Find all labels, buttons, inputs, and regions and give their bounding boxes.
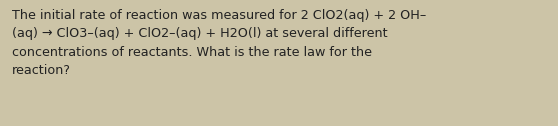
Text: The initial rate of reaction was measured for 2 ClO2(aq) + 2 OH–
(aq) → ClO3–(aq: The initial rate of reaction was measure… [12, 9, 426, 77]
